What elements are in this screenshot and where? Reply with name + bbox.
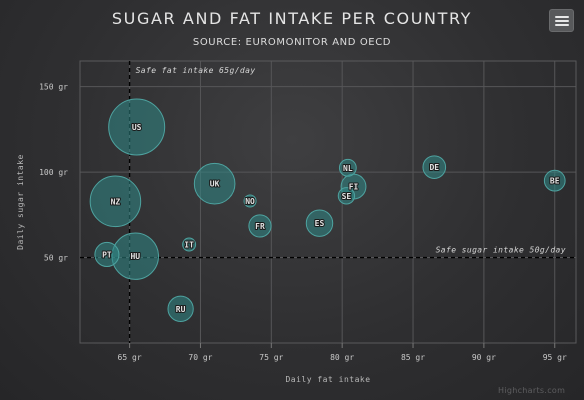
chart-subtitle: SOURCE: EUROMONITOR AND OECD (192, 37, 392, 48)
hamburger-menu-icon-bar (555, 24, 569, 26)
bubble-label-uk: UK (210, 180, 220, 189)
bubbles-series (89, 98, 566, 322)
bubble-se[interactable] (337, 187, 356, 205)
safe-fat-intake-label: Safe fat intake 65g/day (136, 66, 256, 75)
bubble-it[interactable] (182, 237, 197, 252)
bubble-fr[interactable] (248, 214, 272, 238)
bubble-be[interactable] (543, 169, 566, 192)
bubble-de[interactable] (422, 155, 447, 179)
bubble-pt[interactable] (94, 241, 120, 268)
hamburger-menu-icon (555, 16, 569, 18)
plot-area-border (79, 60, 577, 344)
bubble-label-no: NO (245, 197, 255, 206)
x-tick-label: 70 gr (188, 353, 212, 362)
x-tick-label: 95 gr (543, 353, 567, 362)
x-axis-ticks: 65 gr 70 gr 75 gr 80 gr 85 gr 90 gr 95 gr (118, 343, 567, 362)
bubble-no[interactable] (243, 194, 257, 208)
chart-title: SUGAR AND FAT INTAKE PER COUNTRY (111, 9, 473, 28)
context-menu-button[interactable] (549, 9, 574, 32)
y-tick-label: 150 gr (39, 83, 68, 92)
y-axis-title: Daily sugar intake (16, 154, 25, 250)
bubble-es[interactable] (305, 209, 334, 237)
bubble-label-nz: NZ (111, 197, 121, 206)
bubble-label-se: SE (342, 192, 352, 201)
bubble-label-de: DE (429, 163, 439, 172)
bubble-us[interactable] (108, 98, 166, 156)
x-tick-label: 80 gr (330, 353, 354, 362)
bubble-nz[interactable] (89, 175, 142, 228)
x-tick-label: 75 gr (259, 353, 283, 362)
plot-lines: Safe fat intake 65g/day Safe sugar intake… (80, 61, 576, 343)
bubble-label-us: US (132, 123, 142, 132)
bubble-label-nl: NL (343, 164, 353, 173)
bubble-ru[interactable] (167, 295, 194, 322)
y-tick-label: 50 gr (44, 254, 68, 263)
x-tick-label: 90 gr (472, 353, 496, 362)
y-axis-ticks: 50 gr 100 gr 150 gr (39, 83, 68, 263)
bubble-label-es: ES (315, 219, 325, 228)
x-tick-label: 65 gr (118, 353, 142, 362)
bubble-label-pt: PT (102, 250, 112, 259)
y-tick-label: 100 gr (39, 168, 68, 177)
bubble-label-fi: FI (349, 183, 359, 192)
x-gridlines (129, 61, 556, 343)
credits-link[interactable]: Highcharts.com (498, 386, 566, 395)
x-axis-title: Daily fat intake (285, 375, 370, 384)
x-tick-label: 85 gr (401, 353, 425, 362)
bubble-label-ru: RU (176, 305, 186, 314)
bubble-label-be: BE (550, 177, 560, 186)
bubble-nl[interactable] (338, 158, 357, 177)
bubble-label-fr: FR (255, 222, 265, 231)
bubble-uk[interactable] (193, 162, 236, 205)
safe-sugar-intake-label: Safe sugar intake 50g/day (436, 246, 566, 255)
bubble-label-hu: HU (130, 252, 140, 261)
hamburger-menu-icon-bar (555, 20, 569, 22)
bubble-label-it: IT (184, 241, 194, 250)
bubble-labels: BE DE FI NL SE ES FR NO UK IT RU US HU PT NZ (101, 122, 561, 315)
